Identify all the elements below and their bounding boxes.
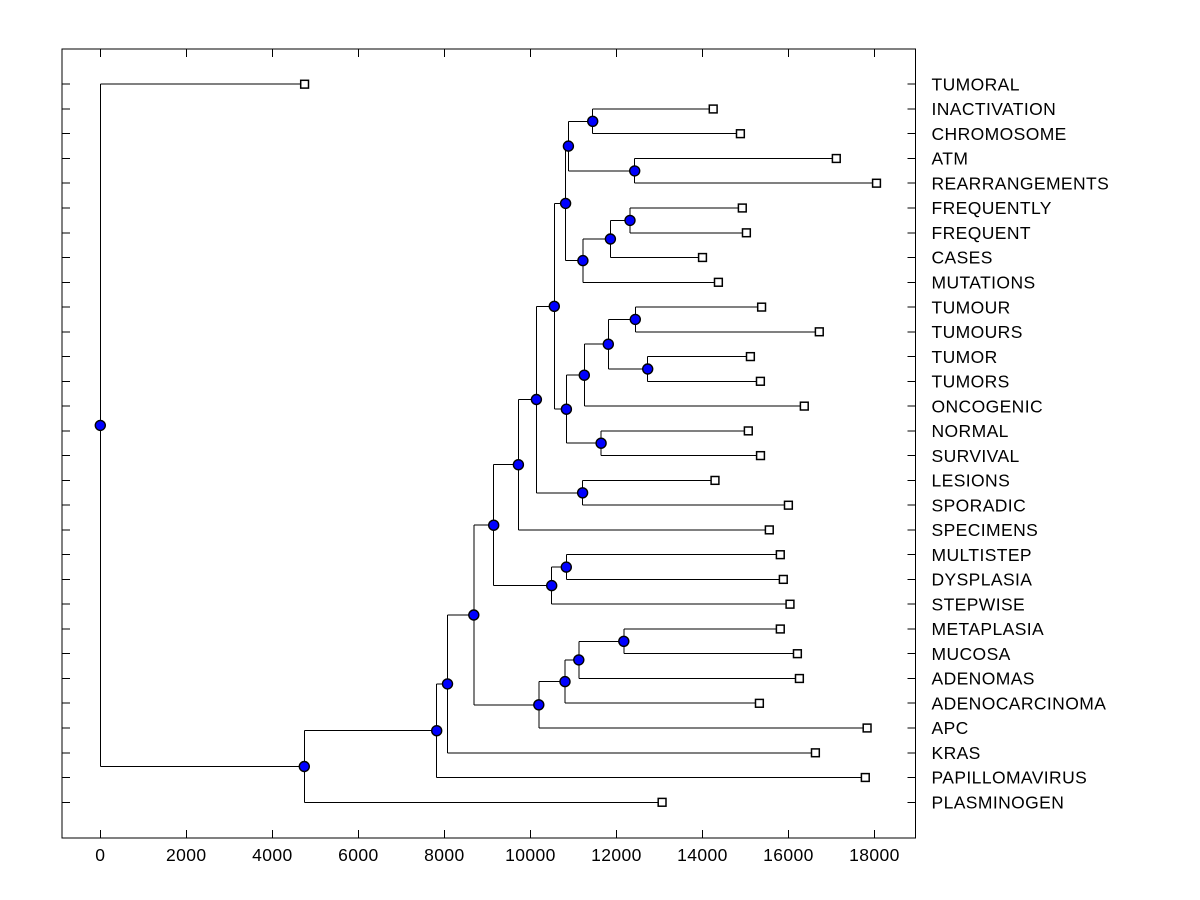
svg-text:METAPLASIA: METAPLASIA	[932, 619, 1045, 639]
svg-text:CHROMOSOME: CHROMOSOME	[932, 124, 1067, 144]
svg-text:TUMOUR: TUMOUR	[932, 297, 1011, 317]
svg-text:14000: 14000	[677, 845, 728, 865]
svg-text:4000: 4000	[252, 845, 293, 865]
svg-text:DYSPLASIA: DYSPLASIA	[932, 570, 1033, 590]
svg-text:TUMORAL: TUMORAL	[932, 74, 1020, 94]
svg-text:TUMOURS: TUMOURS	[932, 322, 1023, 342]
svg-text:INACTIVATION: INACTIVATION	[932, 99, 1057, 119]
svg-text:REARRANGEMENTS: REARRANGEMENTS	[932, 173, 1110, 193]
svg-text:MUTATIONS: MUTATIONS	[932, 273, 1036, 293]
svg-text:FREQUENT: FREQUENT	[932, 223, 1031, 243]
svg-text:SURVIVAL: SURVIVAL	[932, 446, 1020, 466]
svg-text:TUMOR: TUMOR	[932, 347, 998, 367]
svg-text:16000: 16000	[763, 845, 814, 865]
svg-text:8000: 8000	[424, 845, 465, 865]
svg-text:0: 0	[95, 845, 105, 865]
svg-text:NORMAL: NORMAL	[932, 421, 1009, 441]
svg-text:12000: 12000	[591, 845, 642, 865]
svg-text:MUCOSA: MUCOSA	[932, 644, 1011, 664]
svg-text:ADENOCARCINOMA: ADENOCARCINOMA	[932, 694, 1107, 714]
svg-text:APC: APC	[932, 718, 969, 738]
svg-text:LESIONS: LESIONS	[932, 471, 1011, 491]
svg-text:SPECIMENS: SPECIMENS	[932, 520, 1039, 540]
svg-text:6000: 6000	[338, 845, 379, 865]
svg-text:KRAS: KRAS	[932, 743, 981, 763]
svg-text:ONCOGENIC: ONCOGENIC	[932, 396, 1044, 416]
svg-text:TUMORS: TUMORS	[932, 372, 1010, 392]
svg-text:2000: 2000	[166, 845, 207, 865]
svg-text:PAPILLOMAVIRUS: PAPILLOMAVIRUS	[932, 768, 1088, 788]
svg-text:ADENOMAS: ADENOMAS	[932, 669, 1035, 689]
svg-text:STEPWISE: STEPWISE	[932, 594, 1026, 614]
svg-text:CASES: CASES	[932, 248, 993, 268]
svg-text:18000: 18000	[849, 845, 900, 865]
svg-text:PLASMINOGEN: PLASMINOGEN	[932, 793, 1065, 813]
svg-text:10000: 10000	[505, 845, 556, 865]
svg-text:ATM: ATM	[932, 149, 969, 169]
svg-text:MULTISTEP: MULTISTEP	[932, 545, 1033, 565]
svg-text:SPORADIC: SPORADIC	[932, 495, 1027, 515]
svg-text:FREQUENTLY: FREQUENTLY	[932, 198, 1052, 218]
